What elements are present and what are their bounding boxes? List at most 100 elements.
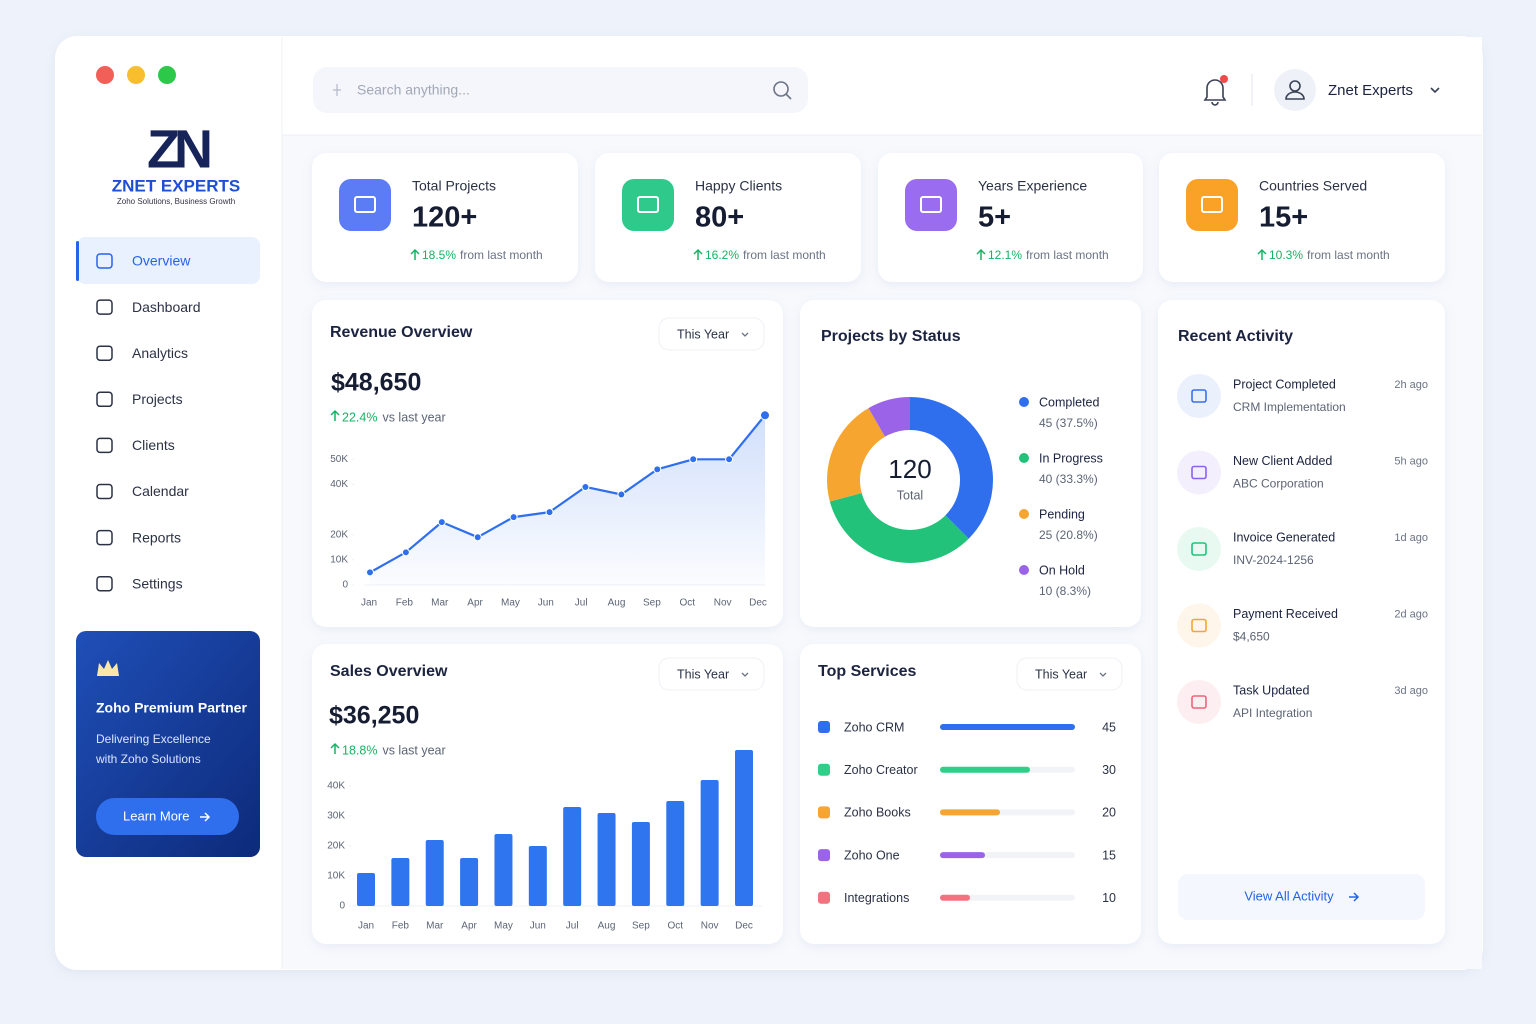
x-tick-label: Aug [608, 598, 626, 609]
service-label: Zoho Creator [844, 763, 918, 777]
x-tick-label: Sep [643, 598, 661, 609]
nav-item[interactable]: Overview [132, 253, 191, 269]
bar [563, 807, 582, 906]
x-tick-label: Dec [749, 598, 767, 609]
activity-detail: ABC Corporation [1233, 477, 1324, 491]
bar [940, 766, 1030, 773]
data-point [581, 482, 590, 491]
crown-icon [97, 660, 119, 676]
x-tick-label: Apr [461, 921, 477, 932]
period-label[interactable]: This Year [677, 667, 729, 681]
legend-label: In Progress [1039, 451, 1103, 465]
activity-detail: $4,650 [1233, 630, 1270, 644]
nav-item[interactable]: Calendar [132, 483, 189, 499]
bar-value: 45 [1102, 720, 1116, 734]
window-close[interactable] [96, 66, 114, 84]
promo-card: Zoho Premium Partner Delivering Excellen… [76, 631, 260, 857]
stat-value: 120+ [412, 202, 477, 234]
period-label[interactable]: This Year [677, 327, 729, 341]
nav-icon [96, 391, 113, 408]
stat-icon [339, 179, 391, 231]
y-tick-label: 10K [330, 554, 348, 565]
x-tick-label: May [501, 598, 520, 609]
dropdown-chevron [741, 332, 749, 337]
window-minimize[interactable] [127, 66, 145, 84]
legend-label: Pending [1039, 507, 1085, 521]
stat-change: 16.2% [705, 248, 739, 262]
chart-title: Sales Overview [330, 663, 448, 680]
up-arrow-icon [330, 409, 340, 421]
nav-item[interactable]: Clients [132, 437, 175, 453]
y-tick-label: 40K [330, 479, 348, 490]
period-label[interactable]: This Year [1035, 667, 1087, 681]
legend-dot [1019, 565, 1029, 575]
notification-bell[interactable] [1203, 79, 1227, 106]
x-tick-label: Mar [426, 921, 444, 932]
user-menu-chevron[interactable] [1430, 87, 1440, 94]
period-dropdown[interactable] [1016, 657, 1123, 691]
legend-dot [1019, 397, 1029, 407]
activity-time: 2d ago [1394, 608, 1428, 620]
nav-item[interactable]: Reports [132, 529, 181, 545]
stat-note: from last month [460, 248, 543, 262]
stat-title: Years Experience [978, 178, 1087, 194]
user-name[interactable]: Znet Experts [1328, 82, 1413, 99]
y-tick-label: 0 [339, 901, 345, 912]
x-tick-label: Nov [701, 921, 719, 932]
search-placeholder[interactable]: Search anything... [357, 82, 470, 98]
y-tick-label: 20K [330, 529, 348, 540]
search-box[interactable] [313, 67, 808, 113]
stat-change: 10.3% [1269, 248, 1303, 262]
stat-value: 80+ [695, 202, 744, 234]
stat-icon-glyph [1201, 196, 1223, 213]
bar-value: 10 [1102, 891, 1116, 905]
period-dropdown[interactable] [658, 657, 765, 691]
stat-value: 5+ [978, 202, 1011, 234]
search-icon[interactable] [773, 81, 789, 97]
service-icon [818, 721, 830, 733]
promo-text: with Zoho Solutions [95, 752, 201, 766]
bar [940, 724, 1075, 730]
nav-item[interactable]: Settings [132, 575, 183, 591]
activity-icon [1191, 542, 1207, 556]
service-icon [818, 763, 830, 776]
period-dropdown[interactable] [658, 317, 765, 351]
y-tick-label: 0 [342, 580, 348, 591]
activity-title: Invoice Generated [1233, 530, 1335, 544]
stat-note: from last month [1026, 248, 1109, 262]
activity-icon-bg [1177, 680, 1221, 724]
learn-more-button[interactable] [96, 798, 239, 835]
nav-item[interactable]: Dashboard [132, 299, 201, 315]
x-tick-label: Feb [392, 921, 410, 932]
avatar[interactable] [1274, 69, 1316, 111]
nav-active-bar [76, 241, 79, 281]
chart-change-note: vs last year [382, 743, 445, 757]
window-maximize[interactable] [158, 66, 176, 84]
x-tick-label: Jan [358, 921, 374, 932]
view-all-label[interactable]: View All Activity [1244, 888, 1334, 903]
bar [597, 813, 616, 906]
notification-dot [1220, 75, 1228, 83]
legend-label: Completed [1039, 395, 1099, 409]
activity-icon-bg [1177, 374, 1221, 418]
nav-active-bg [77, 237, 260, 284]
data-point [509, 513, 518, 522]
learn-more-label[interactable]: Learn More [123, 808, 189, 823]
service-icon [818, 891, 830, 904]
chart-total: $48,650 [331, 369, 421, 397]
data-point [760, 410, 770, 421]
stat-change: 18.5% [422, 248, 456, 262]
activity-detail: API Integration [1233, 706, 1312, 720]
activity-icon [1191, 389, 1207, 403]
view-all-button[interactable] [1178, 874, 1425, 920]
nav-item[interactable]: Projects [132, 391, 183, 407]
activity-time: 5h ago [1394, 455, 1428, 467]
stat-icon [622, 179, 674, 231]
legend-dot [1019, 509, 1029, 519]
up-arrow-icon [410, 248, 420, 260]
x-tick-label: Apr [467, 598, 483, 609]
nav-item[interactable]: Analytics [132, 345, 188, 361]
search-icon-handle [785, 93, 792, 100]
nav-icon [96, 253, 113, 269]
